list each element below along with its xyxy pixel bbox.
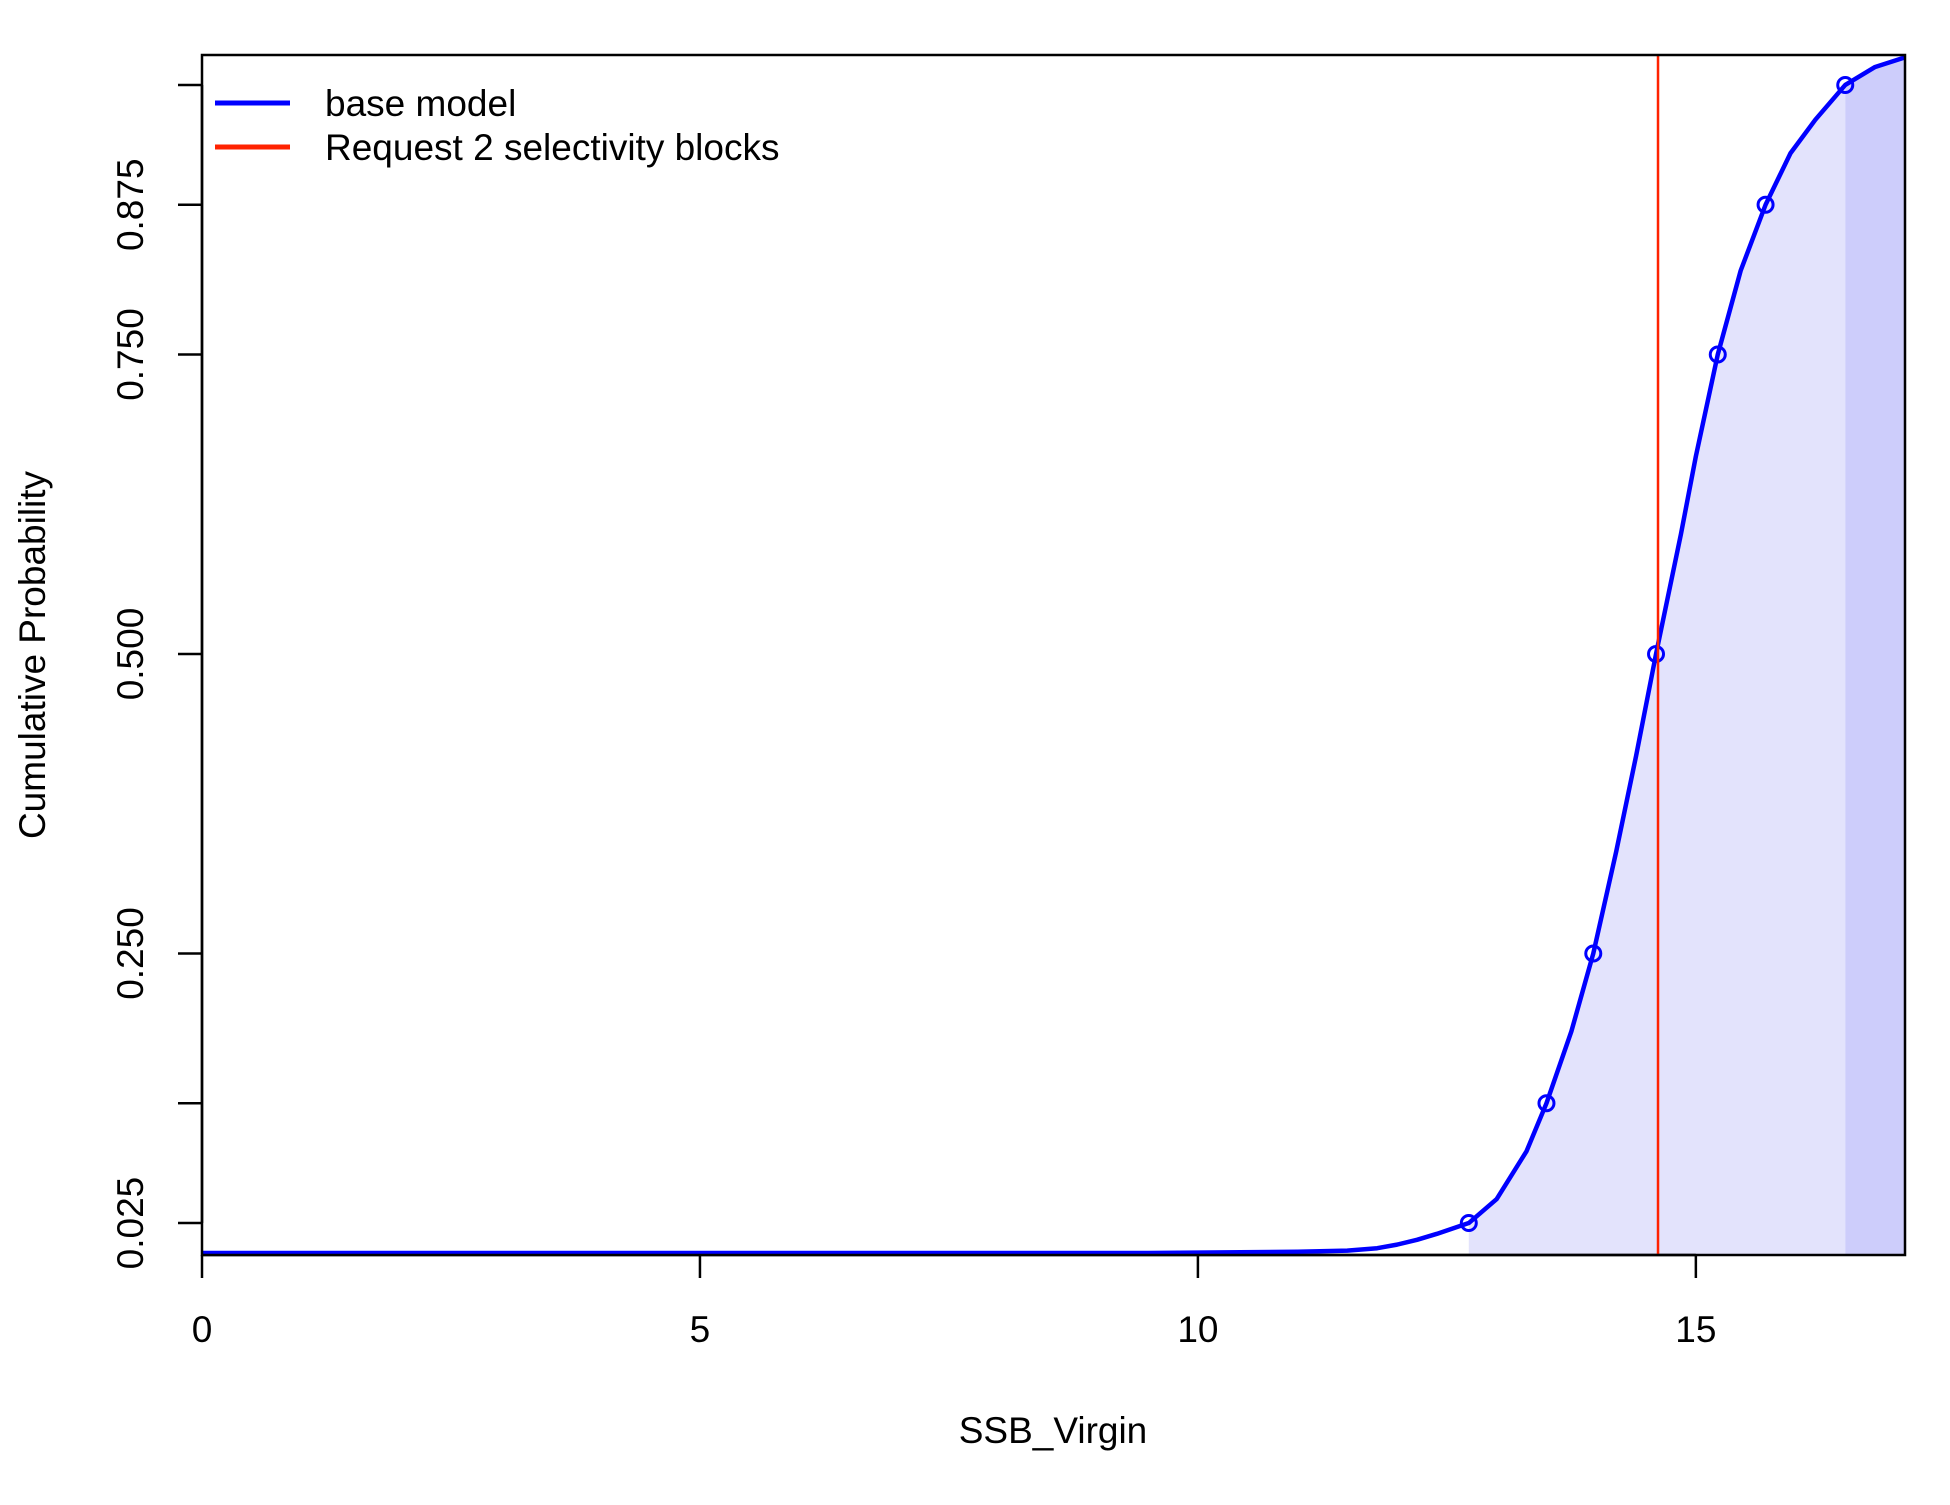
quantile-point — [1647, 645, 1666, 663]
legend: base model Request 2 selectivity blocks — [215, 83, 779, 168]
series-layer — [202, 55, 1906, 1256]
x-tick-label: 15 — [1675, 1309, 1716, 1350]
quantile-point — [1836, 75, 1855, 94]
legend-label-base-model: base model — [325, 83, 516, 124]
quantile-point — [1537, 1094, 1556, 1113]
y-tick-label: 0.500 — [110, 608, 151, 701]
y-axis-title: Cumulative Probability — [12, 470, 53, 839]
y-tick-label: 0.025 — [110, 1177, 151, 1270]
x-tick-label: 10 — [1177, 1309, 1218, 1350]
x-axis: 0 5 10 15 — [192, 1253, 1716, 1350]
quantile-point — [1584, 944, 1603, 963]
y-tick-label: 0.250 — [110, 907, 151, 1000]
legend-label-request-2-selectivity-blocks: Request 2 selectivity blocks — [325, 127, 779, 168]
above-curve-mask — [202, 55, 1905, 1253]
y-tick-label: 0.750 — [110, 308, 151, 401]
y-tick-label: 0.875 — [110, 158, 151, 251]
x-axis-title: SSB_Virgin — [959, 1410, 1148, 1451]
quantile-point — [1459, 1214, 1478, 1233]
quantile-point — [1708, 345, 1727, 364]
y-axis: 0.025 0.250 0.500 0.750 0.875 — [110, 83, 204, 1270]
upper-tail-shade — [1845, 55, 1905, 1255]
quantile-point — [1756, 195, 1775, 214]
plot-frame — [200, 53, 1907, 1257]
x-tick-label: 0 — [192, 1309, 213, 1350]
x-tick-label: 5 — [690, 1309, 711, 1350]
cdf-line-base-model — [202, 55, 1906, 1256]
